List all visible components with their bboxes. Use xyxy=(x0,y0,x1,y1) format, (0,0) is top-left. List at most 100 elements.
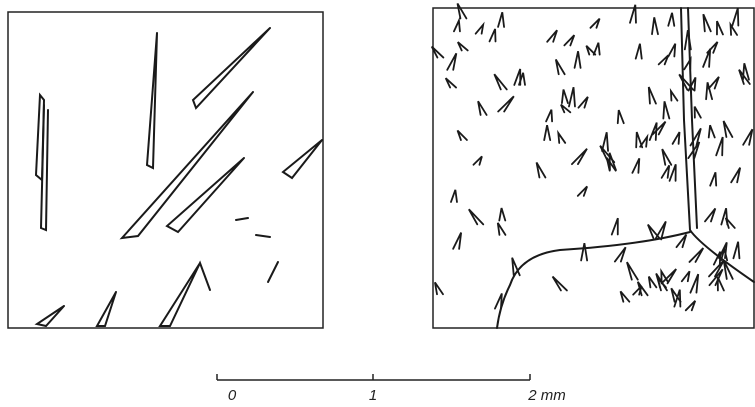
trichome xyxy=(495,293,502,308)
trichome xyxy=(703,49,710,67)
trichome xyxy=(581,243,587,260)
trichome xyxy=(636,44,642,59)
trichome xyxy=(537,162,546,177)
trichome xyxy=(695,107,701,118)
trichome xyxy=(710,172,716,185)
trichome xyxy=(703,14,710,31)
hairs xyxy=(36,28,322,326)
trichome xyxy=(590,19,599,28)
hair xyxy=(160,263,210,326)
trichome xyxy=(705,208,715,221)
trichome xyxy=(659,55,669,64)
trichome xyxy=(649,87,656,104)
trichome xyxy=(652,17,658,34)
trichome xyxy=(674,290,680,307)
trichome xyxy=(553,277,567,291)
hair xyxy=(167,158,244,232)
trichome xyxy=(731,25,738,35)
trichome xyxy=(716,137,723,155)
trichome xyxy=(556,59,565,74)
trichome xyxy=(627,262,638,280)
trichome xyxy=(648,225,659,239)
trichome xyxy=(662,149,671,165)
trichome xyxy=(732,8,738,25)
trichome xyxy=(498,12,504,27)
trichome xyxy=(709,125,715,137)
trichome xyxy=(586,46,595,55)
trichome xyxy=(670,164,676,181)
trichome xyxy=(686,301,695,311)
trichome xyxy=(709,77,719,89)
trichome xyxy=(724,121,733,137)
trichome xyxy=(458,130,467,140)
trichome xyxy=(458,42,468,50)
trichome xyxy=(446,78,456,87)
trichome xyxy=(469,209,483,224)
trichome xyxy=(655,221,666,239)
trichome xyxy=(733,242,739,259)
trichome xyxy=(684,59,690,69)
trichome xyxy=(572,149,587,164)
hair xyxy=(147,33,157,168)
hair xyxy=(97,292,116,326)
trichome xyxy=(621,291,630,301)
trichome xyxy=(494,74,506,89)
scale-label: 2 mm xyxy=(527,387,566,404)
trichome xyxy=(690,274,698,292)
trichome xyxy=(476,25,484,34)
veins xyxy=(497,8,754,328)
trichome xyxy=(709,260,724,276)
trichome xyxy=(618,110,624,123)
trichome xyxy=(602,132,608,151)
hair xyxy=(193,28,270,108)
scale-label: 1 xyxy=(369,387,377,404)
trichome xyxy=(632,158,639,173)
trichome xyxy=(578,186,587,195)
trichome xyxy=(569,87,575,106)
trichome xyxy=(668,13,674,26)
trichome xyxy=(478,101,487,115)
hair xyxy=(122,92,253,238)
trichomes xyxy=(432,3,753,310)
trichome xyxy=(546,110,552,122)
trichome xyxy=(649,277,657,288)
trichome xyxy=(578,97,587,108)
hair xyxy=(41,105,48,230)
trichome xyxy=(726,218,735,228)
trichome xyxy=(498,96,514,111)
figure: 0 1 2 mm xyxy=(0,0,755,407)
trichome xyxy=(490,29,496,41)
trichome xyxy=(514,69,520,85)
scale-label: 0 xyxy=(228,387,237,404)
trichome xyxy=(671,91,677,100)
trichome xyxy=(473,156,481,164)
right-panel xyxy=(432,3,754,328)
trichome xyxy=(575,51,581,68)
trichome xyxy=(717,21,723,34)
trichome xyxy=(447,53,456,69)
trichome xyxy=(453,233,461,249)
trichome xyxy=(682,271,690,281)
page: 0 1 2 mm (() => { const data = JSON.pars… xyxy=(0,0,755,407)
trichome xyxy=(743,129,752,145)
trichome xyxy=(685,30,691,49)
trichome xyxy=(633,286,641,295)
trichome xyxy=(547,30,557,42)
trichome xyxy=(544,125,550,140)
hair xyxy=(37,306,64,326)
trichome xyxy=(673,132,680,144)
trichome xyxy=(451,190,457,202)
panel-frame xyxy=(8,12,323,328)
trichome xyxy=(676,235,686,248)
trichome xyxy=(689,248,703,262)
trichome xyxy=(558,133,565,143)
hair xyxy=(268,262,278,282)
trichome xyxy=(731,168,740,183)
trichome xyxy=(454,21,460,32)
trichome xyxy=(612,218,618,234)
trichome xyxy=(662,165,670,177)
trichome xyxy=(743,63,749,79)
trichome xyxy=(668,44,675,57)
trichome xyxy=(636,132,642,147)
trichome xyxy=(498,223,506,235)
